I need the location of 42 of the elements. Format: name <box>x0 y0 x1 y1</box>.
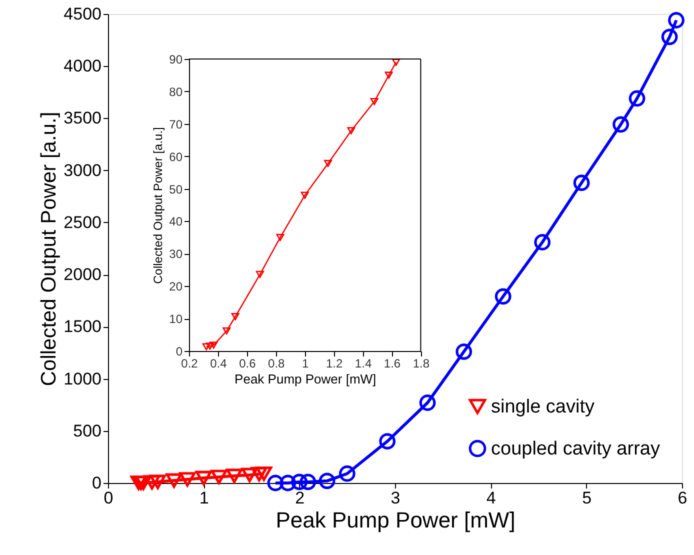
y-tick-label: 3000 <box>64 160 102 180</box>
x-tick-label: 0.2 <box>181 356 198 370</box>
y-tick-label: 10 <box>169 312 183 326</box>
x-tick-label: 1 <box>302 356 310 370</box>
y-tick-label: 2500 <box>64 212 102 232</box>
x-tick-label: 1 <box>199 488 209 508</box>
y-tick-label: 2000 <box>64 265 102 284</box>
y-tick-label: 0 <box>176 344 183 358</box>
y-tick-label: 0 <box>92 474 102 492</box>
x-tick-label: 0.8 <box>268 356 286 370</box>
x-axis-title: Peak Pump Power [mW] <box>234 372 376 386</box>
y-axis-title: Collected Output Power [a.u.] <box>38 112 61 386</box>
y-tick-label: 80 <box>169 84 183 99</box>
y-tick-label: 3500 <box>64 108 102 128</box>
y-axis-title: Collected Output Power [a.u.] <box>151 127 166 284</box>
y-tick-label: 30 <box>169 247 183 262</box>
legend-label: single cavity <box>491 396 595 418</box>
x-tick-label: 0 <box>104 488 114 508</box>
y-tick-label: 40 <box>169 214 183 229</box>
y-tick-label: 90 <box>169 52 183 66</box>
x-tick-label: 3 <box>390 488 400 508</box>
y-tick-label: 50 <box>169 182 183 196</box>
x-tick-label: 0.4 <box>210 356 228 370</box>
x-tick-label: 2 <box>295 488 305 508</box>
y-tick-label: 1500 <box>64 317 102 336</box>
y-tick-label: 70 <box>169 117 183 132</box>
y-tick-label: 1000 <box>64 369 102 388</box>
y-tick-label: 20 <box>169 280 183 294</box>
x-tick-label: 4 <box>486 488 496 508</box>
x-tick-label: 1.2 <box>326 356 343 370</box>
x-tick-label: 6 <box>678 488 688 508</box>
x-tick-label: 0.6 <box>239 356 256 370</box>
x-tick-label: 5 <box>582 488 592 508</box>
x-tick-label: 1.6 <box>384 356 401 370</box>
y-tick-label: 4000 <box>64 56 102 76</box>
x-tick-label: 1.4 <box>354 356 372 370</box>
legend-label: coupled cavity array <box>491 438 660 460</box>
y-tick-label: 4500 <box>64 4 102 24</box>
y-tick-label: 500 <box>73 421 102 440</box>
x-tick-label: 1.8 <box>412 356 430 370</box>
y-tick-label: 60 <box>169 150 183 164</box>
x-axis-title: Peak Pump Power [mW] <box>276 508 516 532</box>
